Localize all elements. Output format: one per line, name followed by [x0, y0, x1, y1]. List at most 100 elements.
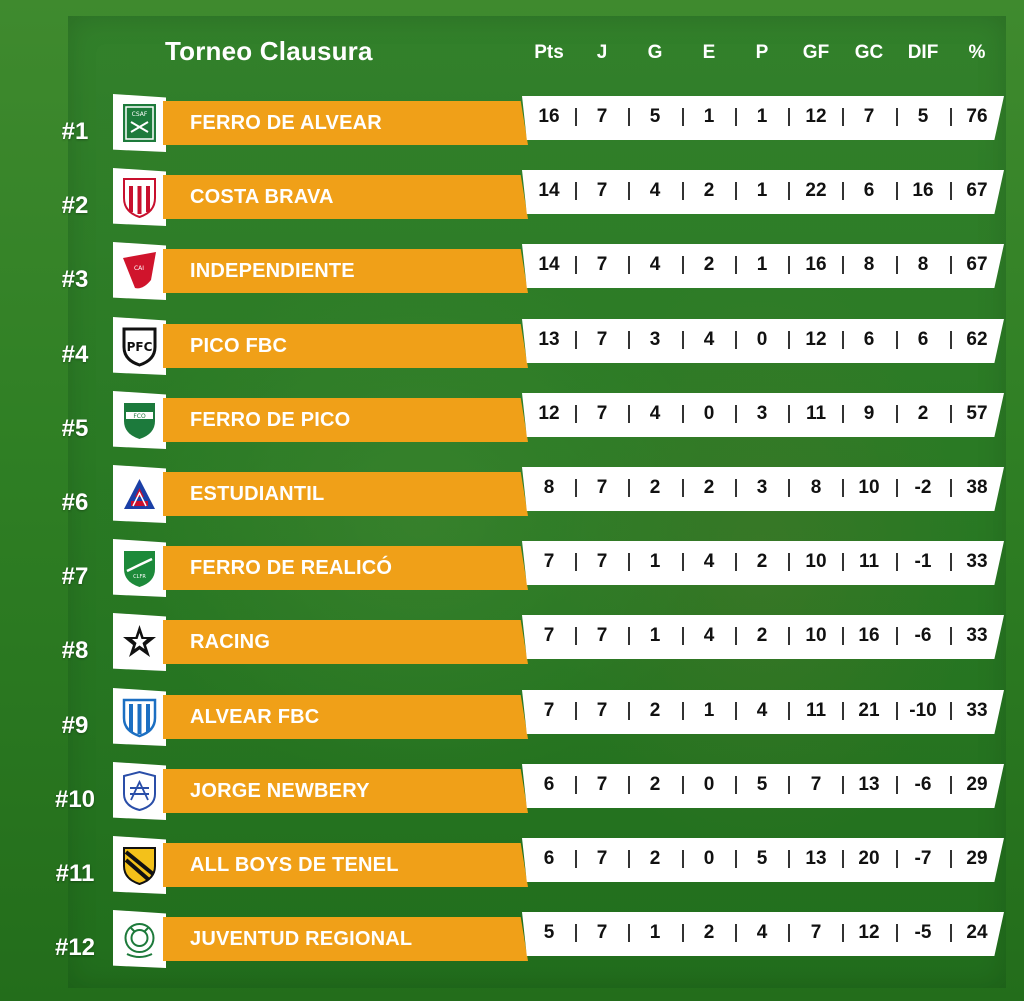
column-divider: [682, 108, 684, 126]
team-badge: [113, 836, 166, 894]
rank-label: #3: [61, 266, 89, 293]
column-divider: [788, 479, 790, 497]
stat-cell-gf: 12: [805, 106, 827, 127]
stat-cell-gf: 13: [805, 848, 827, 869]
stat-cell-j: 7: [596, 254, 608, 275]
team-name: JUVENTUD REGIONAL: [190, 928, 413, 950]
column-divider: [628, 553, 630, 571]
stat-cell-pct: 62: [966, 329, 988, 350]
team-badge: CAI: [113, 242, 166, 300]
team-badge: [113, 910, 166, 968]
svg-text:FCO: FCO: [133, 413, 146, 420]
column-divider: [896, 850, 898, 868]
jorge-newbery-crest-icon: [123, 770, 156, 812]
stat-cell-pct: 67: [966, 254, 988, 275]
stat-cell-gf: 10: [805, 551, 827, 572]
column-divider: [950, 256, 952, 274]
stat-cell-dif: -1: [914, 551, 932, 572]
column-divider: [788, 182, 790, 200]
column-divider: [735, 331, 737, 349]
team-name-bar: FERRO DE REALICÓ: [163, 546, 528, 590]
column-divider: [575, 776, 577, 794]
stats-bar: 8 7 2 2 3 8 10 -2 38: [522, 467, 1004, 511]
column-divider: [575, 850, 577, 868]
column-divider: [842, 553, 844, 571]
column-divider: [735, 924, 737, 942]
column-divider: [575, 553, 577, 571]
column-divider: [896, 331, 898, 349]
stat-cell-dif: 2: [917, 403, 929, 424]
column-divider: [950, 331, 952, 349]
team-name: FERRO DE REALICÓ: [190, 557, 393, 579]
column-divider: [575, 405, 577, 423]
rank-label: #2: [61, 192, 89, 219]
column-divider: [735, 108, 737, 126]
stat-cell-gc: 6: [863, 329, 875, 350]
column-divider: [575, 479, 577, 497]
stat-cell-j: 7: [596, 848, 608, 869]
stat-cell-pts: 5: [543, 922, 555, 943]
stat-cell-dif: -7: [914, 848, 932, 869]
costa-brava-crest-icon: [123, 178, 156, 218]
column-divider: [628, 702, 630, 720]
team-name: INDEPENDIENTE: [190, 260, 355, 282]
table-row: #3 CAI INDEPENDIENTE 14 7 4 2 1 16 8 8 67: [0, 242, 1024, 316]
stat-cell-e: 4: [703, 551, 715, 572]
stat-cell-pts: 7: [543, 551, 555, 572]
rank-label: #4: [61, 341, 89, 368]
column-divider: [735, 479, 737, 497]
stat-cell-j: 7: [596, 774, 608, 795]
stat-cell-pct: 33: [966, 700, 988, 721]
column-divider: [950, 182, 952, 200]
stat-cell-p: 5: [756, 848, 768, 869]
stat-cell-j: 7: [596, 551, 608, 572]
table-row: #2 COSTA BRAVA 14 7 4 2 1 22 6 16 67: [0, 168, 1024, 242]
table-row: #9 ALVEAR FBC 7 7 2 1 4 11 21 -10 33: [0, 688, 1024, 762]
stat-cell-pct: 33: [966, 625, 988, 646]
column-divider: [950, 702, 952, 720]
rank-label: #7: [61, 563, 89, 590]
stat-cell-gc: 21: [858, 700, 880, 721]
team-name-bar: JORGE NEWBERY: [163, 769, 528, 813]
stat-cell-gc: 16: [858, 625, 880, 646]
column-divider: [842, 108, 844, 126]
team-badge: [113, 613, 166, 671]
stats-bar: 5 7 1 2 4 7 12 -5 24: [522, 912, 1004, 956]
stat-cell-p: 1: [756, 180, 768, 201]
column-divider: [950, 553, 952, 571]
column-divider: [682, 702, 684, 720]
stat-cell-g: 2: [649, 848, 661, 869]
column-divider: [842, 256, 844, 274]
table-row: #6 ESTUDIANTIL 8 7 2 2 3 8 10 -2 38: [0, 465, 1024, 539]
column-divider: [842, 479, 844, 497]
stat-cell-j: 7: [596, 922, 608, 943]
column-divider: [682, 182, 684, 200]
rank-label: #12: [54, 934, 96, 961]
stat-cell-j: 7: [596, 403, 608, 424]
column-divider: [628, 479, 630, 497]
stat-cell-p: 4: [756, 700, 768, 721]
stat-cell-e: 2: [703, 180, 715, 201]
column-divider: [575, 182, 577, 200]
stat-cell-pct: 24: [966, 922, 988, 943]
stat-cell-gc: 10: [858, 477, 880, 498]
table-row: #7 CLFR FERRO DE REALICÓ 7 7 1 4 2 10 11 -1 33: [0, 539, 1024, 613]
stats-bar: 16 7 5 1 1 12 7 5 76: [522, 96, 1004, 140]
stat-cell-gc: 13: [858, 774, 880, 795]
stat-cell-pct: 67: [966, 180, 988, 201]
stat-cell-pts: 8: [543, 477, 555, 498]
independiente-crest-icon: CAI: [123, 252, 156, 289]
column-divider: [950, 479, 952, 497]
team-badge: [113, 465, 166, 523]
column-divider: [628, 331, 630, 349]
column-divider: [896, 479, 898, 497]
pico-fbc-crest-icon: PFC: [122, 327, 157, 367]
stat-cell-pts: 14: [538, 180, 560, 201]
rank-label: #6: [61, 489, 89, 516]
team-name-bar: ALVEAR FBC: [163, 695, 528, 739]
stat-cell-pts: 13: [538, 329, 560, 350]
column-divider: [788, 776, 790, 794]
column-divider: [950, 405, 952, 423]
stat-cell-e: 0: [703, 774, 715, 795]
